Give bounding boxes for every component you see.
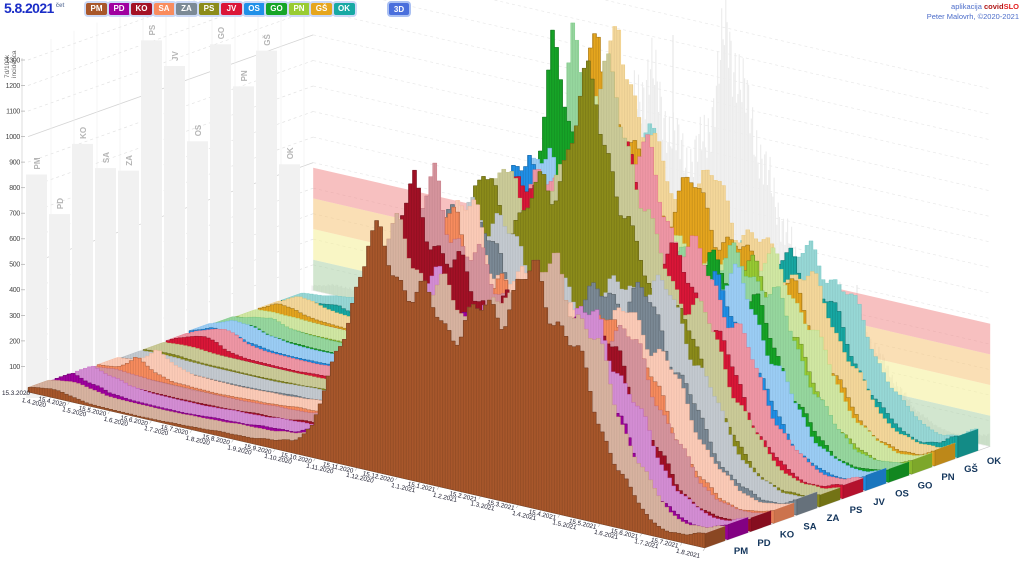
region-label-ps: PS (850, 505, 863, 516)
ghost-bar (118, 170, 139, 398)
region-button-pn[interactable]: PN (288, 3, 310, 15)
ghost-bar-label: OK (286, 147, 295, 159)
ridge-pm (27, 213, 726, 549)
ghost-bar (49, 214, 70, 398)
app-credit: aplikacija covidSLO Peter Malovrh, ©2020… (927, 2, 1019, 22)
region-axis-labels: PM PD KO SA ZA PS JV OS GO PN GŠ OK (734, 456, 1001, 557)
brand-covid: covid (983, 2, 1004, 11)
region-label-os: OS (895, 489, 909, 500)
y-tick-label: 500 (9, 262, 20, 269)
region-label-pd: PD (757, 538, 770, 549)
x-tick-label: 15.3.2020 (2, 390, 31, 397)
y-tick-label: 100 (9, 364, 20, 371)
ghost-bar-label: SA (102, 152, 111, 163)
region-button-pm[interactable]: PM (86, 3, 107, 15)
ghost-bar (95, 168, 116, 398)
y-tick-label: 1200 (6, 83, 21, 90)
y-tick-label: 200 (9, 338, 20, 345)
app-byline: Peter Malovrh, ©2020-2021 (926, 11, 1019, 21)
y-tick-label: 600 (9, 236, 20, 243)
region-label-gš: GŠ (964, 463, 978, 475)
region-button-jv[interactable]: JV (221, 3, 242, 15)
region-label-pm: PM (734, 546, 748, 557)
weekday-label: čet (55, 3, 65, 10)
ghost-bar (141, 40, 162, 399)
region-label-za: ZA (827, 513, 840, 524)
region-label-go: GO (918, 480, 933, 491)
y-tick-label: 1000 (6, 134, 21, 141)
y-tick-label: 900 (9, 160, 20, 167)
y-tick-label: 700 (9, 211, 20, 218)
y-axis-title: 7d/100k (4, 54, 11, 78)
y-axis-title: incidenca (11, 50, 18, 78)
region-button-go[interactable]: GO (266, 3, 287, 15)
ridge-series (27, 22, 979, 549)
y-tick-label: 1300 (6, 57, 21, 64)
region-label-pn: PN (941, 472, 954, 483)
ghost-bar-label: PD (56, 198, 65, 209)
ghost-bar-label: PN (240, 70, 249, 81)
y-tick-label: 1100 (6, 109, 20, 116)
ghost-bar (26, 174, 47, 398)
ghost-bar (72, 143, 93, 398)
x-tick-label: 1.8.2021 (675, 548, 701, 560)
ghost-bar (210, 44, 231, 399)
mode-3d-button[interactable]: 3D (389, 3, 409, 15)
y-tick-label: 300 (9, 313, 20, 320)
ghost-bar (164, 66, 185, 398)
ghost-bar-label: ZA (125, 155, 134, 166)
region-button-os[interactable]: OS (243, 3, 265, 15)
region-button-ps[interactable]: PS (198, 3, 220, 15)
region-label-sa: SA (803, 521, 816, 532)
region-label-ok: OK (987, 456, 1001, 467)
current-date: 5.8.2021 čet (4, 0, 65, 16)
app-title: aplikacija covidSLO (951, 2, 1019, 11)
region-label-jv: JV (873, 497, 885, 508)
y-tick-label: 400 (9, 287, 20, 294)
ghost-bar-label: OS (194, 124, 203, 136)
region-button-pd[interactable]: PD (108, 3, 130, 15)
ghost-bar-label: GO (217, 27, 226, 39)
region-button-ko[interactable]: KO (131, 3, 152, 15)
ghost-bar-label: JV (171, 51, 180, 61)
brand-slo: SLO (1003, 2, 1019, 11)
ghost-bar-label: GŠ (263, 33, 272, 45)
y-tick-label: 800 (9, 185, 20, 192)
ghost-bar-label: PS (148, 24, 157, 35)
region-button-za[interactable]: ZA (176, 3, 197, 15)
region-button-ok[interactable]: OK (333, 3, 355, 15)
region-button-sa[interactable]: SA (153, 3, 175, 15)
region-label-ko: KO (780, 530, 794, 541)
ghost-bar-label: PM (33, 157, 42, 169)
region-button-gš[interactable]: GŠ (311, 3, 332, 15)
region-buttons: PM PD KO SA ZA PS JV OS GO PN GŠ OK (86, 3, 355, 15)
ghost-bar-label: KO (79, 127, 88, 139)
y-axis: 100 200 300 400 500 600 700 800 900 1000 1100 1200 1… (4, 50, 25, 392)
